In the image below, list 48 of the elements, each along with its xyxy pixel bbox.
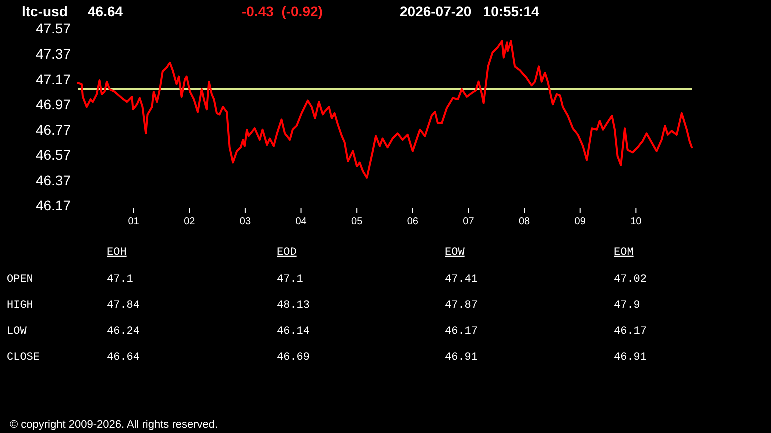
x-tick-label: 07	[463, 216, 475, 228]
y-tick-label: 46.17	[36, 198, 72, 214]
category-label: EOM	[614, 246, 634, 259]
y-tick-label: 46.97	[36, 96, 72, 113]
category-label: EOD	[277, 246, 298, 259]
text: 48.13	[277, 300, 310, 312]
text: 46.64	[88, 4, 124, 20]
text: 46.64	[107, 352, 140, 364]
x-tick-label: 08	[518, 216, 531, 228]
text: 47.9	[614, 300, 640, 312]
category-label: LOW	[7, 326, 27, 338]
text: 47.41	[445, 274, 478, 286]
y-tick-label: 47.17	[36, 71, 72, 88]
x-tick-label: 05	[352, 216, 364, 228]
y-tick-label: 47.37	[36, 46, 72, 62]
category-label: HIGH	[7, 300, 34, 312]
text: 2026-07-20 10:55:14	[400, 4, 540, 20]
x-tick-label: 06	[407, 216, 419, 228]
x-tick-label: 04	[296, 216, 308, 228]
text: 46.91	[445, 352, 478, 364]
text: 47.1	[277, 274, 304, 286]
x-tick-label: 02	[184, 216, 196, 228]
x-tick-label: 10	[630, 216, 642, 228]
text: 46.17	[445, 326, 478, 338]
chart-title: ltc-usd	[22, 4, 68, 20]
category-label: EOW	[445, 246, 466, 259]
y-tick-label: 47.57	[36, 20, 72, 37]
category-label: EOH	[107, 246, 127, 259]
category-label: OPEN	[7, 274, 34, 286]
text: 47.87	[445, 300, 478, 312]
x-tick-label: 09	[574, 216, 586, 228]
y-tick-label: 46.57	[36, 147, 72, 164]
y-tick-label: 46.77	[36, 122, 72, 138]
text: 47.02	[614, 274, 648, 286]
x-tick-label: 03	[240, 216, 252, 228]
text: 46.69	[277, 352, 310, 364]
text: -0.43 (-0.92)	[242, 4, 323, 20]
category-label: CLOSE	[7, 352, 40, 364]
text: 46.17	[614, 326, 648, 338]
y-tick-label: 46.37	[36, 172, 72, 188]
text: 46.14	[277, 326, 310, 338]
text: 47.84	[107, 300, 140, 312]
text: © copyright 2009-2026. All rights reserved.	[10, 418, 218, 431]
text: 46.91	[614, 352, 648, 364]
line-series	[77, 40, 693, 179]
text: 46.24	[107, 326, 140, 338]
x-tick-label: 01	[128, 216, 140, 228]
text: 47.1	[107, 274, 134, 286]
